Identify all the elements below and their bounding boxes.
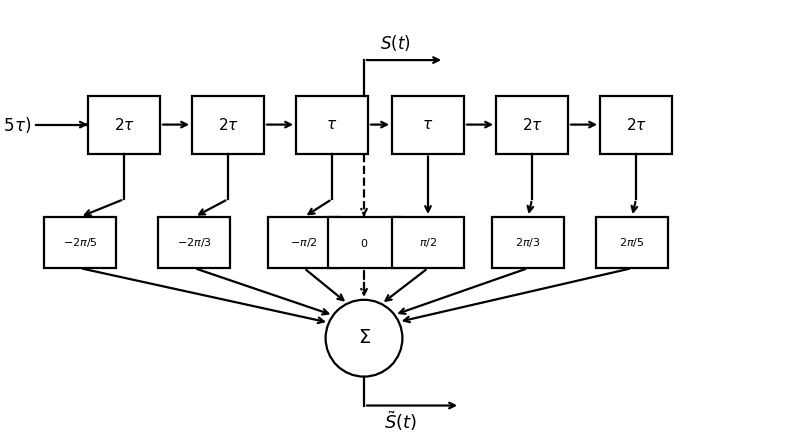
Bar — [268, 217, 340, 268]
Bar — [392, 96, 464, 154]
Text: $2\pi/3$: $2\pi/3$ — [515, 236, 541, 249]
Text: $2\pi/5$: $2\pi/5$ — [619, 236, 645, 249]
Text: $S(t)$: $S(t)$ — [380, 33, 410, 53]
Text: $τ$: $τ$ — [326, 117, 338, 132]
Bar — [88, 96, 160, 154]
Text: $-2\pi/3$: $-2\pi/3$ — [177, 236, 212, 249]
Text: $τ$: $τ$ — [422, 117, 434, 132]
Text: $2τ$: $2τ$ — [522, 117, 542, 133]
Text: $\pi/2$: $\pi/2$ — [419, 236, 437, 249]
Text: $\tilde{S}(t)$: $\tilde{S}(t)$ — [384, 410, 417, 433]
Bar — [392, 217, 464, 268]
Text: $2τ$: $2τ$ — [626, 117, 646, 133]
Bar — [600, 96, 672, 154]
Text: $\Sigma$: $\Sigma$ — [358, 329, 370, 347]
Text: $2τ$: $2τ$ — [114, 117, 134, 133]
Bar — [44, 217, 116, 268]
Bar — [192, 96, 264, 154]
Text: $-\pi/2$: $-\pi/2$ — [290, 236, 318, 249]
Bar — [596, 217, 668, 268]
Bar — [296, 96, 368, 154]
Bar — [496, 96, 568, 154]
Bar — [328, 217, 400, 268]
Text: $2τ$: $2τ$ — [218, 117, 238, 133]
Text: $S(t-5\tau)$: $S(t-5\tau)$ — [0, 115, 32, 134]
Text: $0$: $0$ — [360, 237, 368, 248]
Bar — [492, 217, 564, 268]
Bar — [158, 217, 230, 268]
Text: $-2\pi/5$: $-2\pi/5$ — [62, 236, 98, 249]
